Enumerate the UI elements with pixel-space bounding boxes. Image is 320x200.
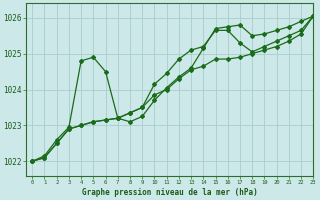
X-axis label: Graphe pression niveau de la mer (hPa): Graphe pression niveau de la mer (hPa) (82, 188, 258, 197)
